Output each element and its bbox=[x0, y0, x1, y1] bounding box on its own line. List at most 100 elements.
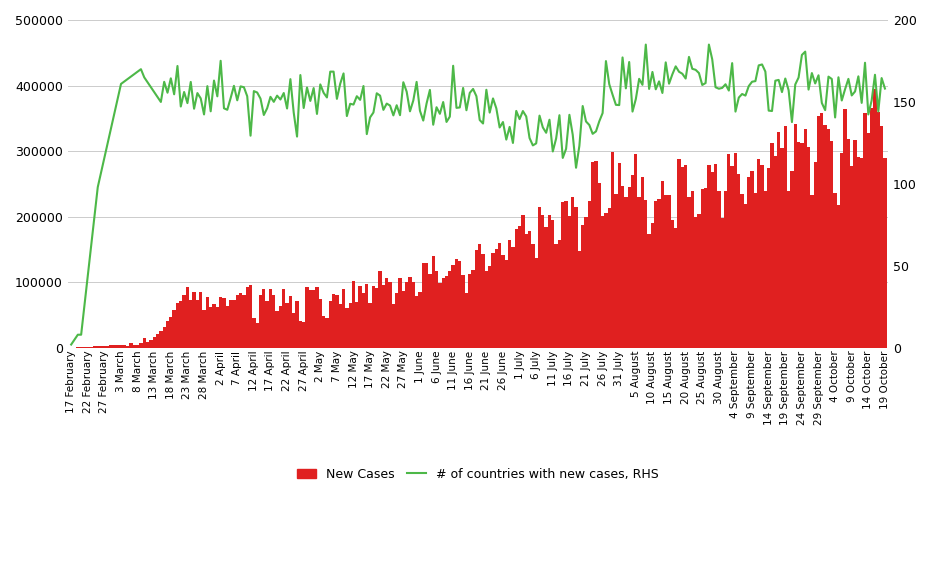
Bar bbox=[455, 259, 459, 348]
Bar bbox=[478, 245, 482, 348]
Bar bbox=[665, 195, 667, 348]
Bar bbox=[119, 345, 123, 348]
Bar bbox=[727, 154, 731, 348]
Bar bbox=[255, 323, 259, 348]
Bar bbox=[183, 296, 185, 348]
Bar bbox=[833, 193, 837, 348]
Bar bbox=[179, 301, 183, 348]
Bar bbox=[671, 220, 674, 348]
Bar bbox=[541, 215, 544, 348]
Bar bbox=[551, 220, 555, 348]
Bar bbox=[571, 197, 574, 348]
Bar bbox=[557, 239, 561, 348]
Bar bbox=[843, 108, 847, 348]
Bar bbox=[86, 347, 89, 348]
Bar bbox=[378, 270, 382, 348]
Bar bbox=[597, 183, 601, 348]
Bar bbox=[601, 216, 604, 348]
Bar bbox=[568, 216, 571, 348]
Bar bbox=[624, 196, 627, 348]
Bar bbox=[385, 278, 389, 348]
Bar bbox=[814, 162, 816, 348]
Bar bbox=[482, 254, 485, 348]
Bar bbox=[731, 166, 733, 348]
Bar bbox=[561, 203, 565, 348]
Bar bbox=[654, 200, 657, 348]
Bar bbox=[116, 345, 119, 348]
Bar bbox=[355, 302, 359, 348]
Bar bbox=[724, 191, 727, 348]
Bar bbox=[438, 283, 442, 348]
Bar bbox=[810, 195, 814, 348]
Bar bbox=[382, 285, 385, 348]
Bar bbox=[794, 123, 797, 348]
Bar bbox=[498, 243, 501, 348]
Bar bbox=[219, 297, 223, 348]
Bar bbox=[707, 165, 710, 348]
Bar bbox=[352, 281, 355, 348]
Bar bbox=[132, 346, 136, 348]
Bar bbox=[130, 343, 132, 348]
Bar bbox=[139, 343, 143, 348]
Bar bbox=[880, 126, 884, 348]
Bar bbox=[153, 337, 156, 348]
Bar bbox=[306, 287, 308, 348]
Bar bbox=[302, 321, 306, 348]
Bar bbox=[538, 207, 541, 348]
Bar bbox=[468, 274, 472, 348]
Bar bbox=[428, 274, 432, 348]
Bar bbox=[740, 193, 744, 348]
Bar bbox=[595, 161, 597, 348]
Bar bbox=[508, 241, 512, 348]
Bar bbox=[757, 159, 761, 348]
Bar bbox=[578, 251, 581, 348]
Bar bbox=[100, 346, 103, 348]
Bar bbox=[362, 293, 365, 348]
Bar bbox=[465, 293, 468, 348]
Bar bbox=[854, 141, 857, 348]
Bar bbox=[691, 191, 694, 348]
Bar bbox=[718, 192, 720, 348]
Bar bbox=[136, 345, 139, 348]
Bar bbox=[292, 313, 295, 348]
Bar bbox=[474, 250, 478, 348]
Bar bbox=[488, 266, 491, 348]
Bar bbox=[641, 177, 644, 348]
Bar bbox=[684, 165, 687, 348]
Bar bbox=[687, 197, 691, 348]
Bar bbox=[870, 108, 873, 348]
Bar bbox=[408, 277, 412, 348]
Bar bbox=[761, 165, 763, 348]
Bar bbox=[504, 261, 508, 348]
Bar bbox=[824, 125, 827, 348]
Bar bbox=[720, 218, 724, 348]
Bar bbox=[245, 288, 249, 348]
Bar bbox=[285, 303, 289, 348]
Bar bbox=[412, 282, 415, 348]
Bar bbox=[495, 249, 498, 348]
Bar bbox=[840, 153, 843, 348]
Bar bbox=[680, 166, 684, 348]
Bar bbox=[610, 153, 614, 348]
Bar bbox=[295, 301, 298, 348]
Bar bbox=[268, 289, 272, 348]
Bar bbox=[621, 186, 624, 348]
Bar bbox=[259, 295, 262, 348]
Bar bbox=[544, 227, 548, 348]
Bar bbox=[780, 148, 784, 348]
Bar bbox=[714, 164, 718, 348]
Bar bbox=[767, 169, 771, 348]
Bar bbox=[884, 158, 886, 348]
Bar bbox=[398, 278, 402, 348]
Bar bbox=[555, 244, 557, 348]
Bar bbox=[345, 308, 349, 348]
Bar bbox=[312, 290, 315, 348]
Bar bbox=[372, 286, 375, 348]
Bar bbox=[588, 201, 591, 348]
Bar bbox=[787, 191, 790, 348]
Bar bbox=[827, 130, 830, 348]
Bar bbox=[528, 231, 531, 348]
Bar bbox=[185, 287, 189, 348]
Bar bbox=[342, 289, 345, 348]
Bar bbox=[614, 194, 618, 348]
